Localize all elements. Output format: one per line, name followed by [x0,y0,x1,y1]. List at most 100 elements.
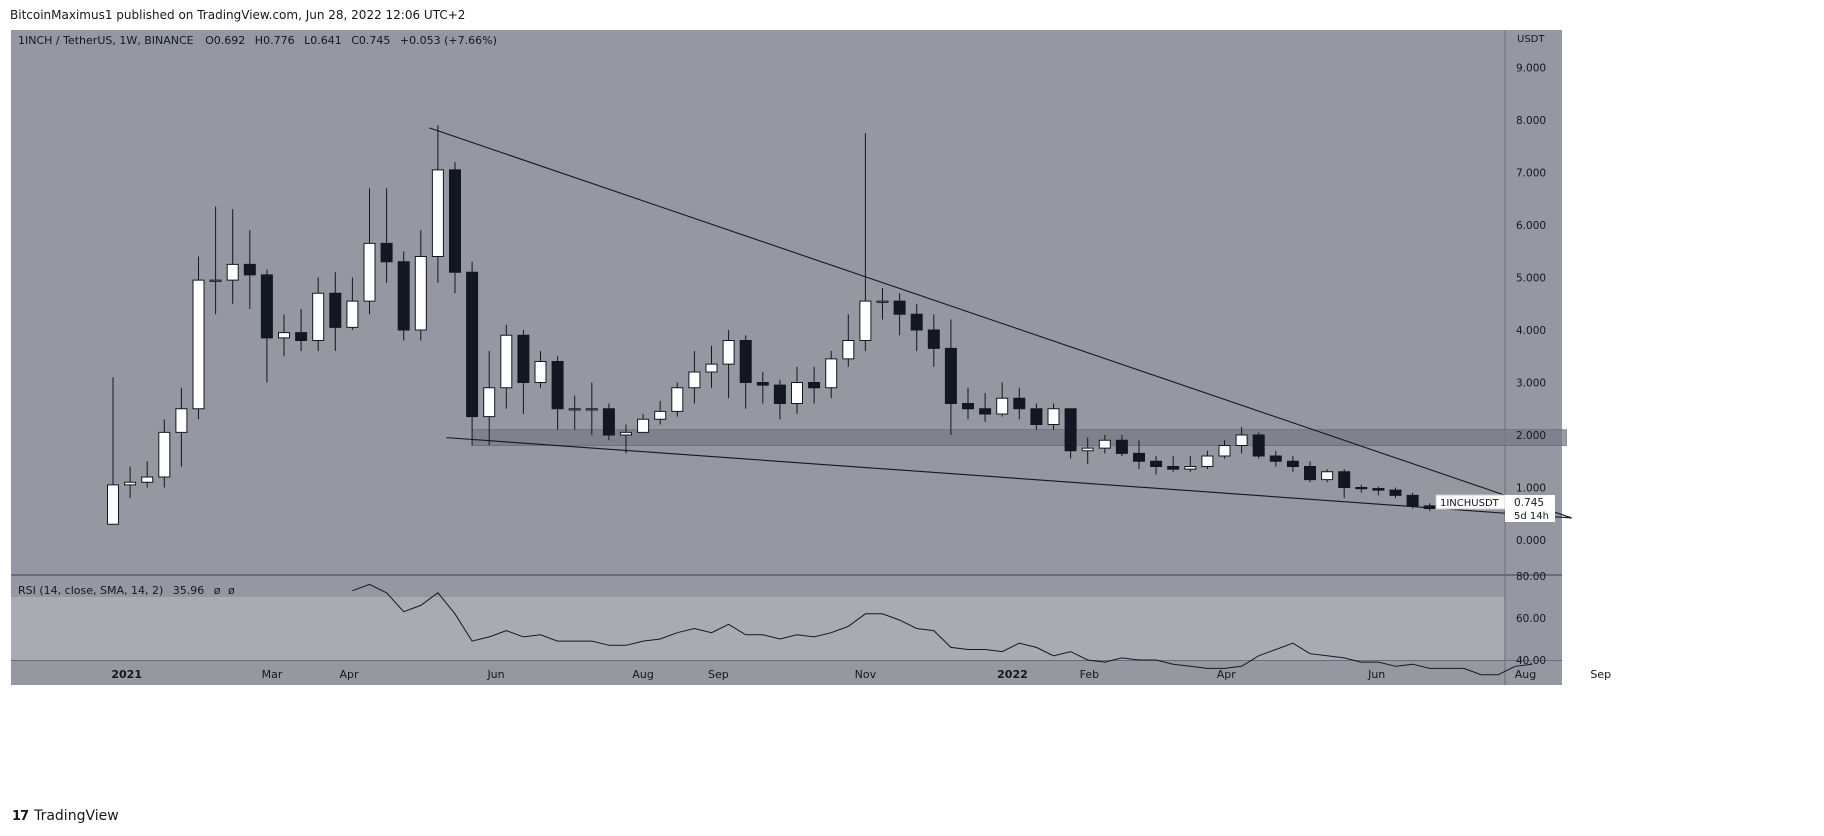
time-tick-12: Sep [1590,668,1611,681]
candle-45 [876,288,889,320]
candle-70 [1304,461,1316,483]
time-axis[interactable] [11,661,1505,685]
candle-57 [1081,437,1094,464]
price-tick-7: 7.000 [1516,168,1546,180]
candle-body [1286,460,1299,467]
candle-27 [568,395,581,430]
price-tag-countdown: 5d 14h [1514,511,1549,522]
candle-body [500,334,513,389]
candle-15 [363,188,376,315]
tradingview-logo-icon: 17 [12,808,29,824]
rsi-tick-1: 60.00 [1516,613,1546,625]
support-zone [471,429,1567,446]
candle-25 [534,351,547,388]
candle-13 [329,272,342,351]
candle-body [124,481,137,486]
candle-body [756,382,769,386]
candle-body [209,279,222,282]
descending-resistance-line [429,127,1572,519]
candle-42 [825,351,838,399]
candle-body [158,431,171,478]
candle-64 [1201,450,1214,470]
candle-body [226,263,239,281]
candle-5 [192,256,205,420]
candle-body [466,271,479,418]
candle-body [927,329,940,349]
candle-body [346,300,359,328]
rsi-line-layer: 40.00 60.00 80.00 [352,571,1546,676]
candle-body [107,484,119,525]
legend-h-label: H [255,34,263,47]
candle-34 [688,351,701,404]
candle-44 [859,133,872,351]
candle-body [739,340,752,383]
legend-l-label: L [304,34,311,47]
price-tick-1: 1.000 [1516,483,1546,495]
candle-28 [585,382,598,435]
candle-body [705,363,718,373]
rsi-legend-na2: ø [228,584,235,597]
candle-body [842,340,855,360]
candle-61 [1150,456,1163,475]
candle-75 [1389,487,1402,498]
candle-40 [791,366,803,414]
candle-39 [773,379,786,420]
candle-body [962,403,974,410]
price-axis-unit: USDT [1517,34,1545,45]
candle-body [380,242,393,263]
candle-55 [1047,403,1060,430]
price-tick-4: 4.000 [1516,325,1546,337]
candle-body [278,332,290,339]
candle-body [568,408,581,411]
candle-67 [1252,432,1265,459]
candle-body [996,397,1009,415]
candle-35 [705,345,718,388]
candle-9 [260,269,273,383]
candle-body [979,408,992,415]
candle-body [654,410,667,420]
candle-18 [414,230,427,341]
price-tick-5: 5.000 [1516,273,1546,285]
price-tick-0: 0.000 [1516,535,1546,547]
price-tag-value: 0.745 [1514,497,1544,509]
candle-body [329,292,342,328]
time-tick-7: 2022 [997,668,1028,681]
candle-body [602,408,615,436]
candle-0 [107,377,119,525]
candle-24 [517,330,530,414]
candle-20 [449,162,461,294]
candle-58 [1098,435,1111,454]
candle-body [1167,466,1180,470]
time-tick-0: 2021 [111,668,142,681]
candle-body [1269,455,1282,462]
candle-73 [1355,484,1368,493]
candle-60 [1133,440,1145,470]
legend-line: 1INCH / TetherUS, 1W, BINANCE O0.692 H0.… [18,34,497,47]
time-tick-3: Jun [486,668,504,681]
candles [107,125,1470,525]
rsi-legend-label: RSI (14, close, SMA, 14, 2) [18,584,163,597]
trendlines [429,127,1572,519]
price-tick-6: 6.000 [1516,220,1546,232]
candle-body [363,242,376,302]
candle-body [397,261,410,331]
rsi-legend-na1: ø [214,584,221,597]
candle-body [893,300,906,315]
candle-21 [466,261,479,446]
candle-3 [158,419,171,488]
rsi-tick-2: 80.00 [1516,571,1546,583]
candle-36 [722,330,735,399]
candle-54 [1030,403,1043,430]
candle-12 [312,277,325,351]
main-pane[interactable] [11,30,1505,574]
rsi-axis[interactable] [1505,576,1562,660]
candle-body [859,300,872,341]
publisher-line: BitcoinMaximus1 published on TradingView… [10,8,466,22]
candle-body [1201,455,1214,467]
price-axis[interactable] [1505,30,1562,574]
candle-19 [431,125,444,283]
candle-59 [1115,435,1128,456]
price-tag-symbol: 1INCHUSDT [1440,498,1500,509]
chart-area[interactable]: 40.00 60.00 80.00 0.000 1.000 2.000 3.000 4.00… [0,30,1824,806]
candle-53 [1013,387,1026,420]
